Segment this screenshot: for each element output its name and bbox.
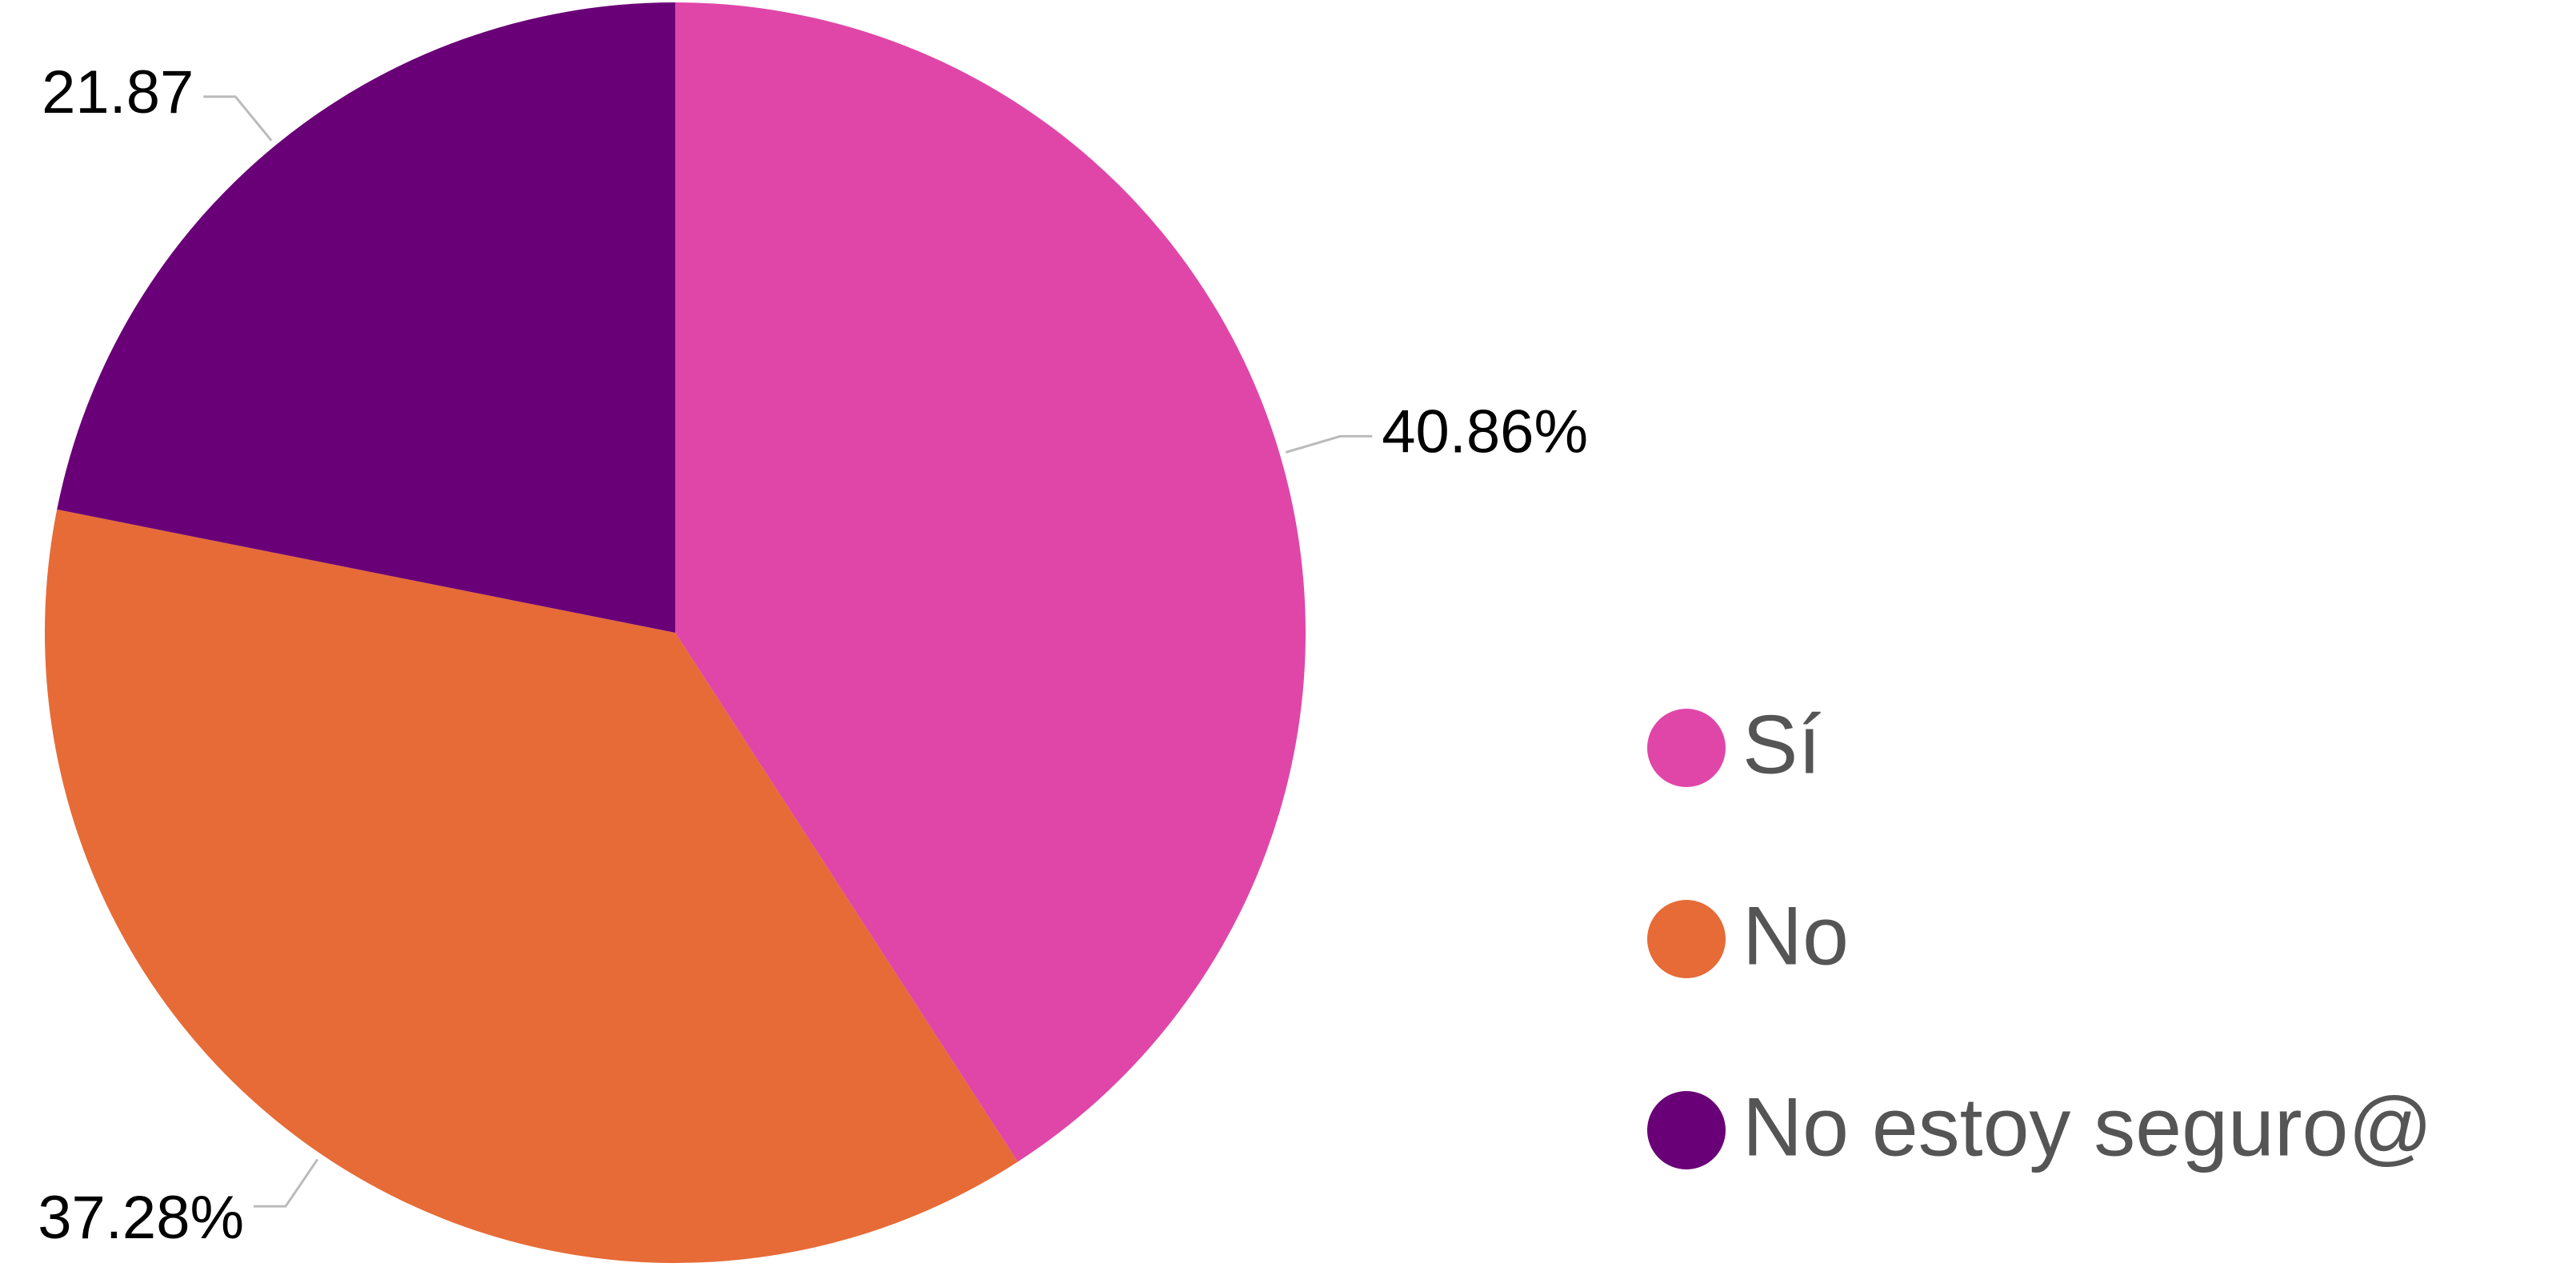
legend-swatch: [1647, 1091, 1726, 1169]
pie-slice: [57, 2, 675, 633]
data-label: 21.87: [42, 58, 194, 126]
leader-line: [1285, 434, 1373, 454]
pie-slice: [44, 509, 1018, 1263]
legend-swatch: [1647, 900, 1726, 978]
leader-line: [254, 1158, 319, 1208]
pie-slice: [675, 2, 1306, 1162]
data-label: 37.28%: [38, 1184, 244, 1252]
legend-label: No estoy seguro@: [1742, 1081, 2433, 1173]
data-label: 40.86%: [1382, 398, 1588, 466]
leader-line: [203, 95, 273, 142]
legend-swatch: [1647, 709, 1726, 787]
legend-label: No: [1742, 889, 1849, 982]
legend-label: Sí: [1742, 698, 1821, 791]
